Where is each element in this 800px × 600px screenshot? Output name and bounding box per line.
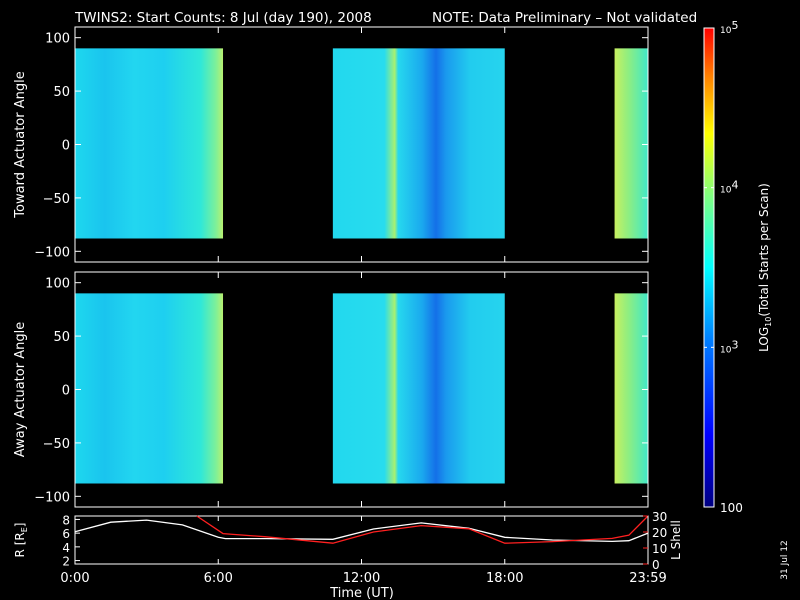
y-tick-label: 0 <box>62 384 70 399</box>
colorbar-tick-label: 104 <box>720 179 738 196</box>
colorbar-gradient <box>703 27 715 508</box>
x-tick-label: 6:00 <box>204 571 233 586</box>
date-stamp: 31 Jul 12 <box>780 540 790 580</box>
chart-title: TWINS2: Start Counts: 8 Jul (day 190), 2… <box>74 10 372 26</box>
y-axis-label: Away Actuator Angle <box>13 322 28 457</box>
y-right-tick-label: 20 <box>652 526 667 540</box>
y-tick-label: 50 <box>53 330 70 345</box>
y-tick-label: −50 <box>43 192 70 207</box>
x-tick-label: 18:00 <box>486 571 523 586</box>
heatmap-segment <box>614 48 648 239</box>
colorbar-tick-label: 100 <box>720 501 743 515</box>
y-left-tick-label: 4 <box>62 541 70 555</box>
heatmap-segment <box>614 293 648 484</box>
lshell-series-line <box>196 515 649 544</box>
y-left-tick-label: 8 <box>62 513 70 527</box>
y-tick-label: 100 <box>45 277 70 292</box>
y-tick-label: −50 <box>43 437 70 452</box>
y-right-tick-label: 10 <box>652 542 667 556</box>
x-tick-label: 23:59 <box>629 571 666 586</box>
colorbar: 105 104 103 100 LOG10(Total Starts per Scan) <box>703 19 773 515</box>
y-tick-label: 100 <box>45 32 70 47</box>
y-left-axis-label: R [RE] <box>13 523 29 558</box>
heatmap-segment <box>332 293 505 484</box>
y-left-tick-label: 2 <box>62 555 70 569</box>
away-heatmap-panel: 100 50 0 −50 −100 Away Actuator Angle <box>13 271 649 508</box>
y-tick-label: −100 <box>34 490 70 505</box>
y-tick-label: 50 <box>53 85 70 100</box>
chart-note: NOTE: Data Preliminary – Not validated <box>432 10 697 26</box>
y-left-tick-label: 6 <box>62 527 70 541</box>
y-tick-label: −100 <box>34 245 70 260</box>
y-axis-label: Toward Actuator Angle <box>13 71 28 218</box>
toward-heatmap-panel: 100 50 0 −50 −100 Toward Actuator Angle <box>13 26 649 263</box>
colorbar-tick-label: 105 <box>720 19 738 36</box>
y-right-tick-label: 0 <box>652 558 660 572</box>
x-axis-label: Time (UT) <box>329 586 394 600</box>
x-tick-label: 0:00 <box>60 571 89 586</box>
heatmap-segment <box>75 48 224 239</box>
y-right-tick-label: 30 <box>652 510 667 524</box>
y-right-axis-label: L Shell <box>669 520 683 560</box>
x-tick-label: 12:00 <box>343 571 380 586</box>
y-tick-label: 0 <box>62 139 70 154</box>
colorbar-tick-label: 103 <box>720 338 738 355</box>
colorbar-label: LOG10(Total Starts per Scan) <box>757 183 773 352</box>
r-series-line <box>74 519 649 543</box>
heatmap-segment <box>75 293 224 484</box>
heatmap-segment <box>332 48 505 239</box>
